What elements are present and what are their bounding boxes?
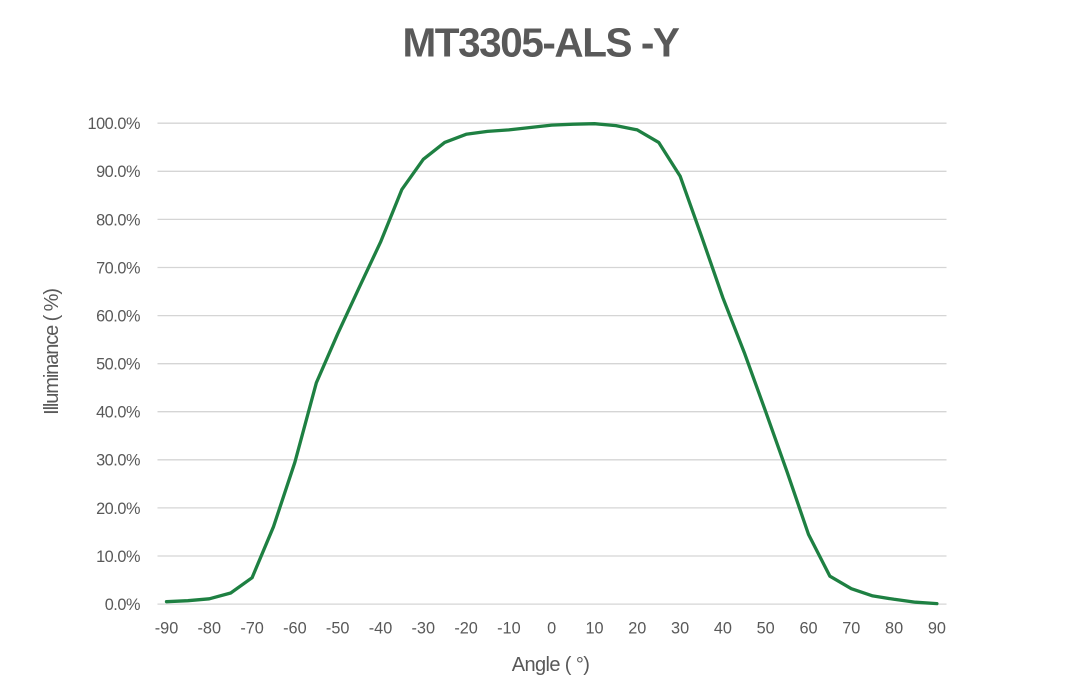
svg-text:0: 0	[547, 619, 556, 637]
svg-text:70.0%: 70.0%	[96, 259, 140, 277]
svg-text:Angle ( °): Angle ( °)	[512, 654, 590, 676]
svg-text:-20: -20	[454, 619, 478, 637]
svg-text:90: 90	[928, 619, 946, 637]
svg-text:20.0%: 20.0%	[96, 500, 140, 518]
svg-text:60: 60	[799, 619, 817, 637]
svg-text:70: 70	[842, 619, 860, 637]
svg-text:30.0%: 30.0%	[96, 452, 140, 470]
svg-text:10.0%: 10.0%	[96, 548, 140, 566]
svg-text:Illuminance ( %): Illuminance ( %)	[41, 289, 63, 415]
svg-text:-60: -60	[283, 619, 307, 637]
svg-text:30: 30	[671, 619, 689, 637]
svg-text:20: 20	[628, 619, 646, 637]
svg-text:-70: -70	[240, 619, 264, 637]
svg-text:50: 50	[757, 619, 775, 637]
svg-text:-80: -80	[198, 619, 222, 637]
svg-text:10: 10	[585, 619, 603, 637]
svg-text:40.0%: 40.0%	[96, 404, 140, 422]
svg-text:-30: -30	[412, 619, 436, 637]
svg-text:0.0%: 0.0%	[105, 596, 140, 614]
svg-text:90.0%: 90.0%	[96, 163, 140, 181]
svg-text:40: 40	[714, 619, 732, 637]
svg-text:-10: -10	[497, 619, 521, 637]
svg-text:60.0%: 60.0%	[96, 308, 140, 326]
svg-text:-40: -40	[369, 619, 393, 637]
svg-text:80: 80	[885, 619, 903, 637]
svg-text:50.0%: 50.0%	[96, 356, 140, 374]
svg-text:-50: -50	[326, 619, 350, 637]
svg-text:100.0%: 100.0%	[87, 115, 140, 133]
svg-text:MT3305-ALS -Y: MT3305-ALS -Y	[403, 20, 680, 66]
svg-text:80.0%: 80.0%	[96, 211, 140, 229]
svg-text:-90: -90	[155, 619, 179, 637]
